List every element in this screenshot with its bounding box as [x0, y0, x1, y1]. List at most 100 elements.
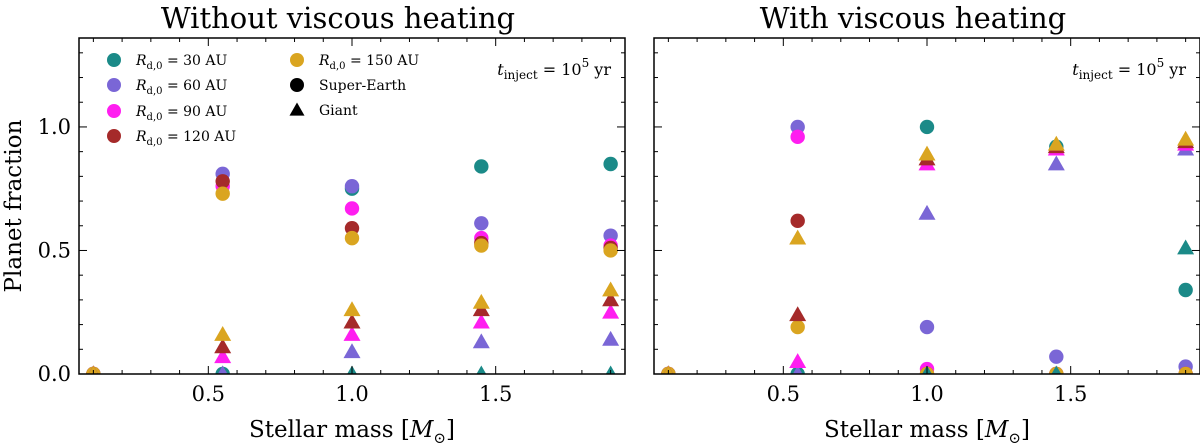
giant-point — [343, 313, 361, 329]
x-tick-label: 1.0 — [335, 382, 368, 406]
giant-point — [602, 281, 620, 297]
ticks-layer: 0.5 1.0 1.5 0.0 0.5 1.0 Stellar mass [M⊙] — [38, 38, 625, 443]
ticks-layer: 0.5 1.0 1.5 Stellar mass [M⊙] — [654, 38, 1200, 443]
legend-item: Rd,0 = 150 AU — [290, 53, 419, 72]
super-earth-point — [344, 221, 360, 236]
panel-without-viscous-heating: Without viscous heating 0.5 1.0 1.5 0.0 0.5 1… — [38, 1, 626, 443]
super-earth-point — [215, 174, 230, 189]
giant-point — [472, 333, 490, 349]
giant-point — [214, 338, 232, 354]
super-earth-point — [790, 129, 805, 145]
x-tick-label: 1.5 — [1054, 382, 1087, 406]
giant-point — [1177, 239, 1195, 255]
giant-point — [789, 306, 807, 322]
giant-point — [476, 365, 487, 374]
super-earth-point — [919, 119, 935, 135]
x-axis-label: Stellar mass [M⊙] — [824, 417, 1030, 443]
plot-frame — [78, 37, 626, 375]
giant-point — [1051, 365, 1062, 374]
super-earth-point — [474, 159, 489, 174]
legend-marker — [290, 53, 304, 67]
giant-point — [343, 301, 361, 317]
giant-point — [605, 365, 616, 374]
x-tick-label: 1.5 — [479, 382, 512, 406]
legend-marker — [107, 78, 121, 92]
y-tick-label: 0.5 — [38, 238, 71, 262]
panel-with-viscous-heating: With viscous heating 0.5 1.0 1.5 Stellar ma… — [653, 1, 1200, 443]
giant-point — [217, 365, 228, 374]
super-earth-point — [790, 119, 805, 135]
super-earth-point — [344, 230, 360, 246]
markers-layer — [661, 119, 1195, 374]
t-inject-annotation: tinject = 105 yr — [497, 56, 611, 82]
legend-item: Rd,0 = 120 AU — [107, 129, 236, 148]
super-earth-point — [474, 216, 489, 231]
giant-point — [602, 291, 620, 307]
y-axis-label-text: Planet fraction — [1, 119, 27, 292]
super-earth-point — [344, 179, 360, 194]
giant-point — [472, 293, 490, 309]
giant-point — [1047, 155, 1065, 171]
annotation-text: tinject = 105 yr — [1072, 56, 1186, 82]
legend-marker — [290, 78, 304, 92]
y-tick-label: 0.0 — [38, 362, 71, 386]
giant-point — [918, 204, 936, 220]
super-earth-point — [603, 243, 618, 258]
markers-layer — [86, 156, 620, 374]
super-earth-point — [1049, 349, 1064, 364]
legend-item: Rd,0 = 90 AU — [107, 104, 228, 123]
legend-label: Super-Earth — [319, 78, 406, 94]
super-earth-point — [790, 213, 805, 229]
giant-point — [663, 365, 674, 374]
t-inject-annotation: tinject = 105 yr — [1072, 56, 1186, 82]
legend-marker — [107, 129, 121, 143]
giant-point — [343, 325, 361, 341]
x-tick-label: 0.5 — [767, 382, 800, 406]
super-earth-point — [344, 201, 360, 216]
giant-point — [214, 348, 232, 364]
panel-title: Without viscous heating — [161, 1, 515, 35]
x-tick-label: 0.5 — [192, 382, 225, 406]
panel-title: With viscous heating — [760, 1, 1066, 35]
legend-label: Rd,0 = 120 AU — [135, 129, 236, 148]
giant-point — [789, 353, 807, 369]
giant-point — [792, 365, 803, 374]
super-earth-point — [790, 319, 805, 335]
legend: Rd,0 = 30 AU Rd,0 = 60 AU Rd,0 = 90 AU Rd,0… — [107, 53, 419, 148]
giant-point — [1047, 135, 1065, 151]
super-earth-point — [603, 156, 618, 172]
giant-point — [472, 313, 490, 329]
y-axis-label: Planet fraction — [1, 119, 27, 292]
giant-point — [602, 303, 620, 319]
legend-item: Rd,0 = 60 AU — [107, 78, 228, 97]
legend-label: Rd,0 = 60 AU — [135, 78, 228, 97]
legend-item: Super-Earth — [290, 78, 406, 94]
legend-item: Rd,0 = 30 AU — [107, 53, 228, 72]
giant-point — [88, 365, 99, 374]
giant-point — [343, 343, 361, 359]
super-earth-point — [603, 228, 618, 243]
super-earth-point — [215, 186, 230, 201]
super-earth-point — [919, 319, 935, 335]
legend-marker — [289, 102, 305, 116]
legend-label: Giant — [319, 103, 358, 119]
giant-point — [918, 145, 936, 161]
giant-point — [214, 325, 232, 341]
legend-item: Giant — [289, 102, 358, 119]
legend-marker — [107, 104, 121, 118]
x-axis-label: Stellar mass [M⊙] — [249, 417, 455, 443]
super-earth-point — [474, 238, 489, 253]
y-tick-label: 1.0 — [38, 115, 71, 139]
giant-point — [602, 330, 620, 346]
giant-point — [1177, 130, 1195, 146]
giant-point — [789, 229, 807, 245]
legend-label: Rd,0 = 30 AU — [135, 53, 228, 72]
legend-marker — [107, 53, 121, 67]
plot-frame — [653, 37, 1200, 375]
legend-label: Rd,0 = 90 AU — [135, 104, 228, 123]
x-tick-label: 1.0 — [910, 382, 943, 406]
annotation-text: tinject = 105 yr — [497, 56, 611, 82]
super-earth-point — [1178, 282, 1193, 298]
legend-label: Rd,0 = 150 AU — [318, 53, 419, 72]
